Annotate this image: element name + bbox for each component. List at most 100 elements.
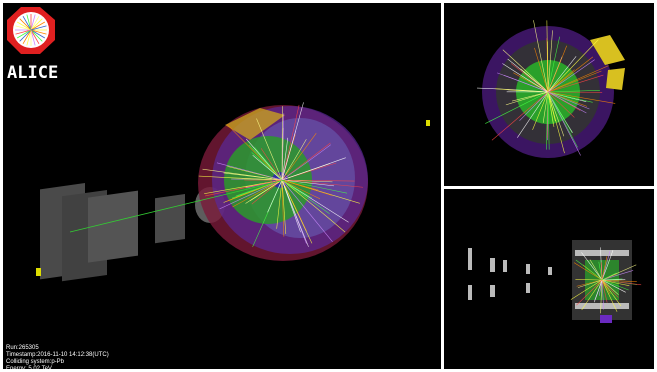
track — [276, 179, 283, 229]
track — [202, 168, 283, 181]
track — [510, 63, 549, 93]
track — [533, 20, 549, 93]
track — [267, 179, 283, 213]
track — [547, 56, 577, 93]
track — [576, 279, 603, 306]
track — [547, 70, 602, 93]
track — [547, 91, 573, 134]
track — [601, 279, 630, 286]
logo-ray — [30, 18, 43, 31]
track — [601, 262, 603, 281]
logo-ray — [30, 29, 36, 46]
logo-text: ALICE — [7, 63, 58, 83]
track — [281, 179, 355, 182]
logo-ray — [30, 29, 40, 45]
logo-ray — [30, 29, 46, 39]
track — [547, 91, 555, 128]
track — [547, 74, 604, 93]
logo-ray — [16, 21, 32, 31]
track — [485, 91, 549, 124]
track — [547, 91, 565, 137]
track — [281, 133, 317, 181]
track — [575, 279, 603, 281]
track — [281, 179, 287, 234]
info-line: Run:265305 — [6, 345, 39, 351]
logo-ray — [22, 15, 32, 31]
info-line: Timestamp:2016-11-10 14:12:38(UTC) — [6, 352, 109, 358]
track — [575, 259, 603, 281]
track — [546, 20, 549, 93]
track — [491, 91, 549, 141]
track — [547, 45, 567, 93]
track — [570, 279, 603, 300]
logo-ray — [15, 29, 32, 35]
track — [502, 49, 549, 93]
muon-track — [69, 179, 286, 233]
track — [256, 118, 283, 181]
track — [281, 144, 331, 181]
logo-ray — [22, 29, 32, 45]
track — [581, 252, 603, 281]
info-line: Energy: 5.02 TeV — [6, 366, 52, 372]
track — [547, 36, 560, 93]
track — [547, 91, 590, 110]
track — [260, 148, 283, 181]
track — [281, 137, 289, 181]
track — [219, 179, 283, 210]
track — [532, 91, 549, 131]
track — [232, 179, 283, 191]
track — [601, 256, 608, 281]
logo-ray — [30, 15, 40, 31]
track — [534, 47, 549, 93]
track — [226, 124, 283, 181]
track — [216, 162, 283, 181]
tracks — [198, 102, 363, 248]
track — [547, 39, 599, 93]
track — [517, 91, 549, 138]
tracks — [476, 20, 616, 156]
track — [497, 72, 549, 93]
track — [281, 179, 321, 200]
track — [281, 179, 333, 243]
track — [547, 91, 581, 156]
trigger-pad — [426, 120, 430, 126]
track — [547, 91, 616, 104]
logo-ray — [30, 21, 46, 31]
logo-ray — [30, 25, 47, 31]
track — [281, 179, 313, 244]
track — [581, 279, 603, 311]
track — [281, 179, 346, 233]
track — [573, 262, 603, 281]
logo-ray — [15, 25, 32, 31]
tracks — [570, 247, 642, 314]
track — [281, 157, 346, 181]
track — [502, 63, 549, 93]
track — [547, 91, 593, 103]
track — [245, 179, 283, 204]
track — [593, 279, 603, 303]
track — [547, 91, 587, 114]
track — [601, 279, 629, 291]
track — [505, 91, 549, 106]
track — [281, 179, 309, 247]
track — [547, 91, 550, 150]
trigger-pad — [36, 268, 41, 276]
logo-ray — [30, 29, 43, 42]
logo-ray — [19, 18, 32, 31]
track — [601, 279, 622, 307]
track — [281, 139, 307, 181]
track — [577, 279, 603, 288]
track — [281, 179, 335, 187]
track — [281, 102, 304, 181]
track — [198, 175, 283, 181]
track — [601, 279, 605, 310]
logo-ray — [16, 29, 32, 39]
track — [547, 59, 595, 93]
track — [254, 147, 283, 181]
track — [547, 30, 553, 93]
track — [281, 179, 330, 215]
track — [601, 279, 642, 286]
alice-logo — [7, 7, 55, 54]
